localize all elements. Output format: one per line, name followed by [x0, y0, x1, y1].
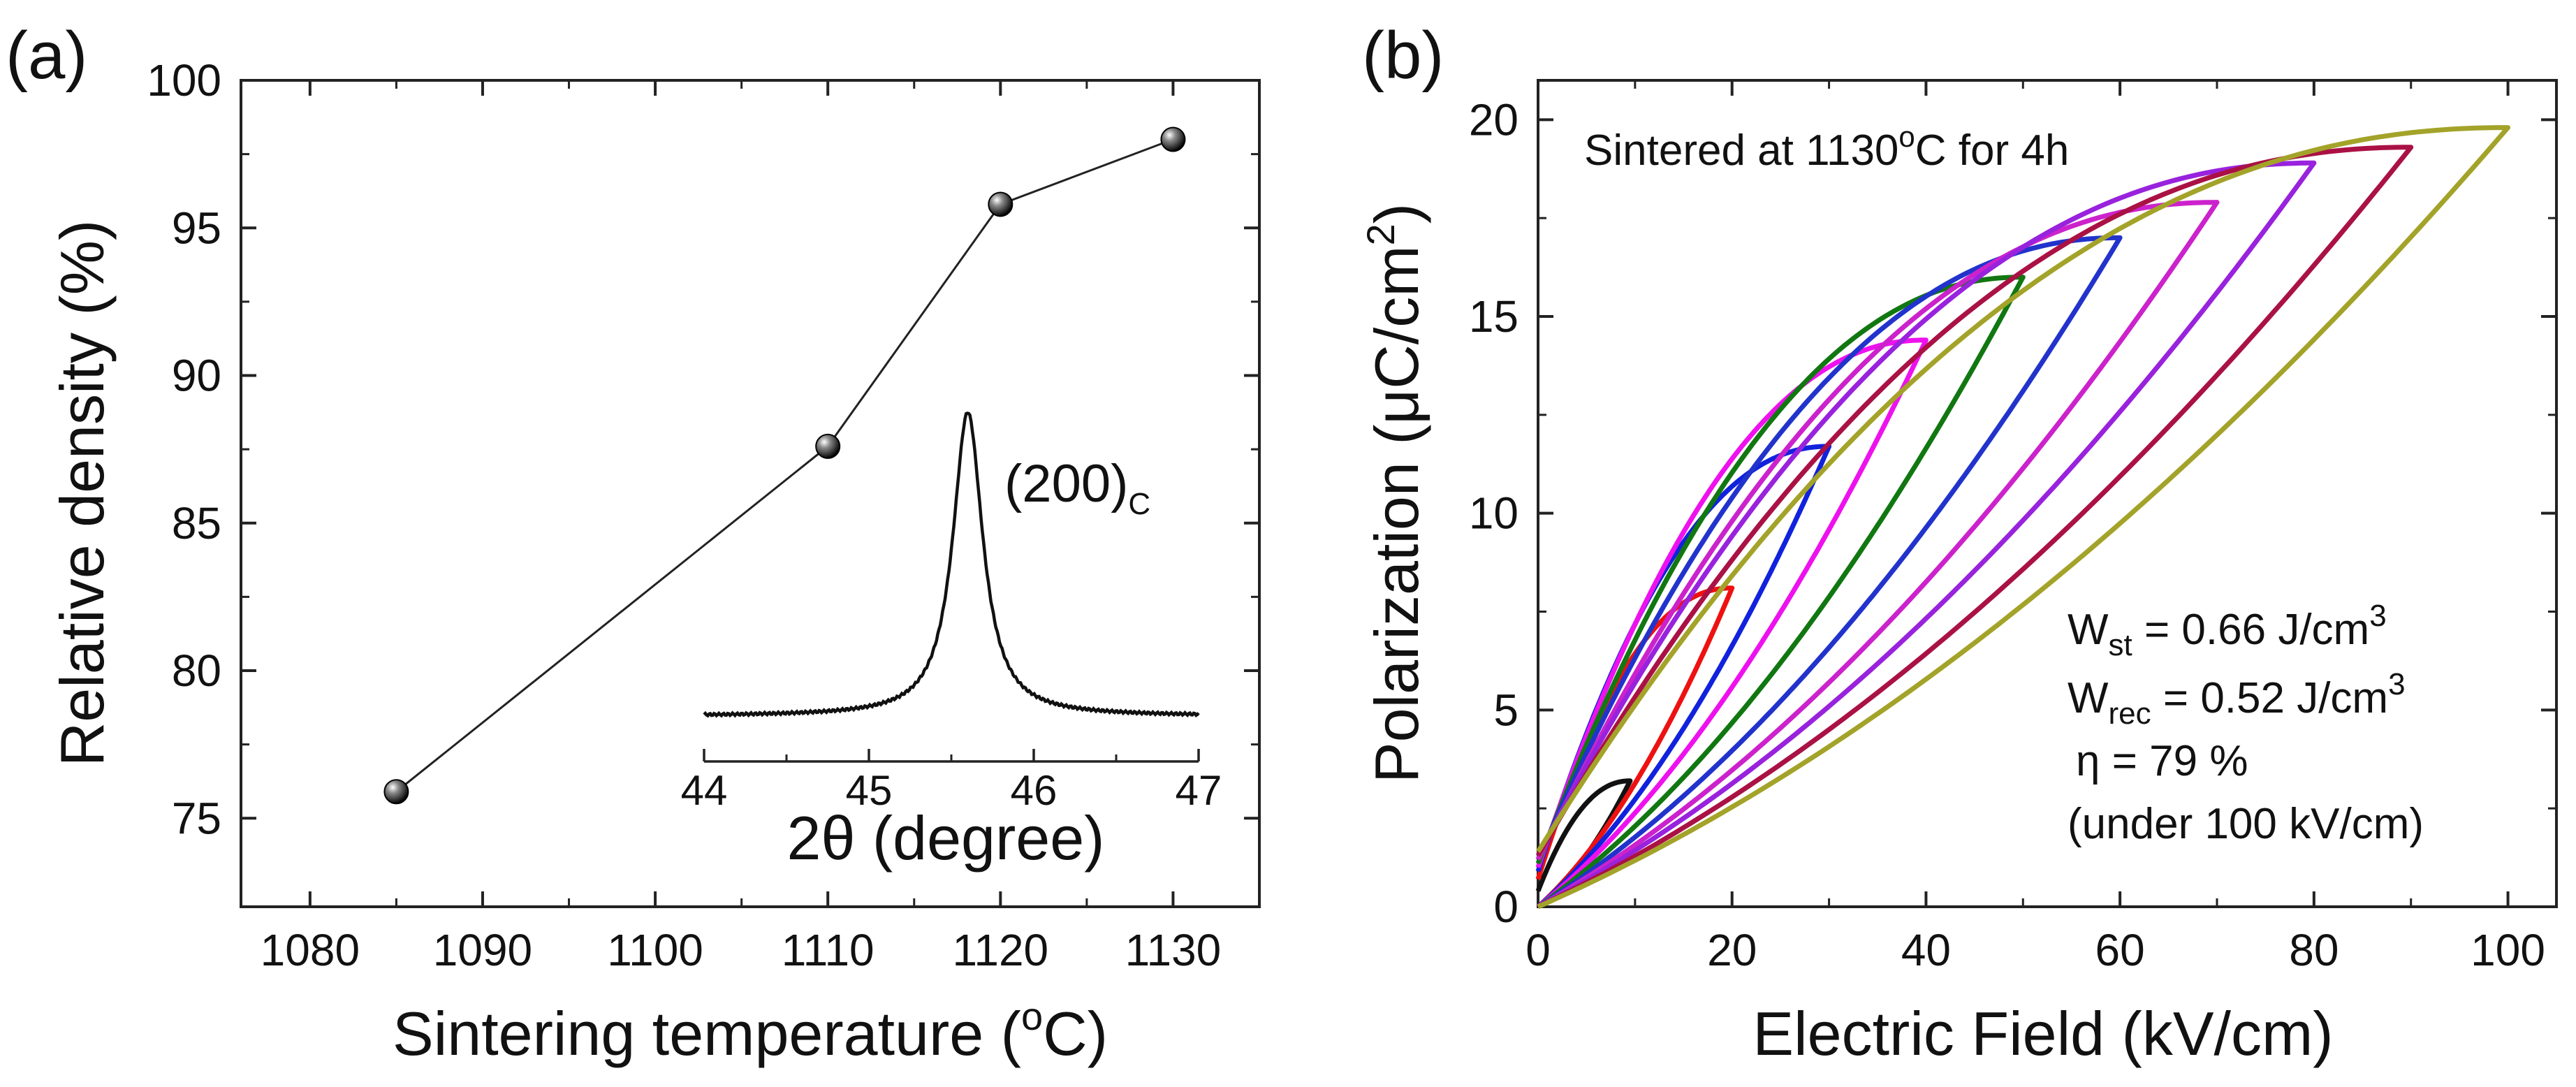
- panel-a-y-tick-label: 90: [172, 351, 221, 401]
- panel-a-density-chart: (a) 75 80 85 90 95 100 1080 1090 1100 1110 1120 11…: [6, 18, 1261, 1068]
- inset-xrd-peak: 44 45 46 47 (200)C 2θ (degree): [681, 411, 1222, 873]
- wrec-annotation: Wrec = 0.52 J/cm3: [2068, 667, 2406, 731]
- density-point: [815, 433, 841, 459]
- inset-x-axis-label: 2θ (degree): [787, 803, 1105, 873]
- panel-b-y-tick-label: 5: [1493, 685, 1518, 735]
- panel-b-x-tick-label: 60: [2095, 925, 2145, 975]
- pe-loop-70-kV-cm: [1535, 200, 2220, 910]
- pe-loop-40-kV-cm: [1535, 337, 1929, 909]
- pe-loop-90-kV-cm: [1535, 145, 2414, 910]
- panel-b-x-tick-label: 40: [1901, 925, 1951, 975]
- panel-b-y-tick-label: 15: [1469, 291, 1518, 342]
- inset-peak-label: (200)C: [1004, 454, 1150, 521]
- panel-b-x-tick-label: 100: [2471, 925, 2545, 975]
- panel-a-x-tick-label: 1120: [953, 925, 1049, 975]
- panel-a-x-tick-label: 1110: [782, 925, 874, 975]
- pe-loop-100-kV-cm: [1536, 125, 2511, 910]
- wst-annotation: Wst = 0.66 J/cm3: [2068, 599, 2387, 662]
- panel-a-x-tick-label: 1090: [433, 925, 532, 975]
- panel-a-x-axis-label: Sintering temperature (oC): [393, 994, 1108, 1068]
- panel-a-label: (a): [6, 18, 87, 93]
- inset-x-axis: 44 45 46 47: [681, 749, 1222, 814]
- pe-loop-60-kV-cm: [1535, 235, 2123, 909]
- pe-loop-50-kV-cm: [1535, 275, 2026, 909]
- panel-b-y-tick-label: 20: [1469, 94, 1518, 145]
- panel-b-series: [1535, 125, 2511, 910]
- field-condition-annotation: (under 100 kV/cm): [2068, 800, 2424, 848]
- density-point: [1160, 126, 1186, 152]
- inset-x-tick-label: 45: [846, 767, 893, 814]
- panel-b-x-tick-label: 20: [1707, 925, 1757, 975]
- pe-loop-80-kV-cm: [1535, 160, 2317, 910]
- efficiency-annotation: η = 79 %: [2076, 737, 2248, 785]
- panel-b-plot-frame: [1537, 79, 2558, 908]
- panel-a-x-tick-label: 1080: [261, 925, 360, 975]
- panel-a-plot-frame: [240, 79, 1261, 908]
- panel-a-series: [383, 126, 1186, 805]
- panel-b-x-tick-label: 0: [1525, 925, 1551, 975]
- panel-a-y-axis-label: Relative density (%): [47, 220, 117, 767]
- inset-x-tick-label: 46: [1011, 767, 1058, 814]
- panel-b-x-axis-label: Electric Field (kV/cm): [1752, 999, 2333, 1068]
- panel-b-x-tick-label: 80: [2289, 925, 2339, 975]
- panel-b-x-axis: 0 20 40 60 80 100: [1525, 80, 2545, 975]
- panel-a-y-axis: 75 80 85 90 95 100: [147, 55, 1259, 843]
- panel-a-y-tick-label: 95: [172, 203, 221, 253]
- density-line: [395, 138, 1173, 793]
- inset-x-tick-label: 44: [681, 767, 728, 814]
- inset-peak-curve: [703, 411, 1200, 718]
- panel-a-y-tick-label: 80: [172, 645, 221, 696]
- panel-a-x-axis: 1080 1090 1100 1110 1120 1130: [261, 80, 1222, 975]
- panel-a-y-tick-label: 75: [172, 793, 221, 843]
- panel-b-sintering-annotation: Sintered at 1130oC for 4h: [1584, 120, 2069, 175]
- inset-x-tick-label: 47: [1176, 767, 1222, 814]
- panel-b-y-axis: 0 5 10 15 20: [1469, 94, 2556, 932]
- panel-a-x-tick-label: 1100: [607, 925, 703, 975]
- panel-a-y-tick-label: 85: [172, 498, 221, 548]
- panel-b-y-tick-label: 10: [1469, 488, 1518, 539]
- density-point: [988, 191, 1013, 217]
- density-point: [383, 779, 409, 805]
- panel-b-y-axis-label: Polarization (μC/cm2): [1359, 203, 1431, 783]
- panel-b-y-tick-label: 0: [1493, 882, 1518, 932]
- panel-b-label: (b): [1362, 18, 1444, 93]
- panel-a-y-tick-label: 100: [147, 55, 221, 105]
- panel-b-pe-loops-chart: (b) 0 5 10 15 20 0 20 40 60 80 100 Polarization (…: [1359, 18, 2558, 1068]
- panel-a-x-tick-label: 1130: [1125, 925, 1222, 975]
